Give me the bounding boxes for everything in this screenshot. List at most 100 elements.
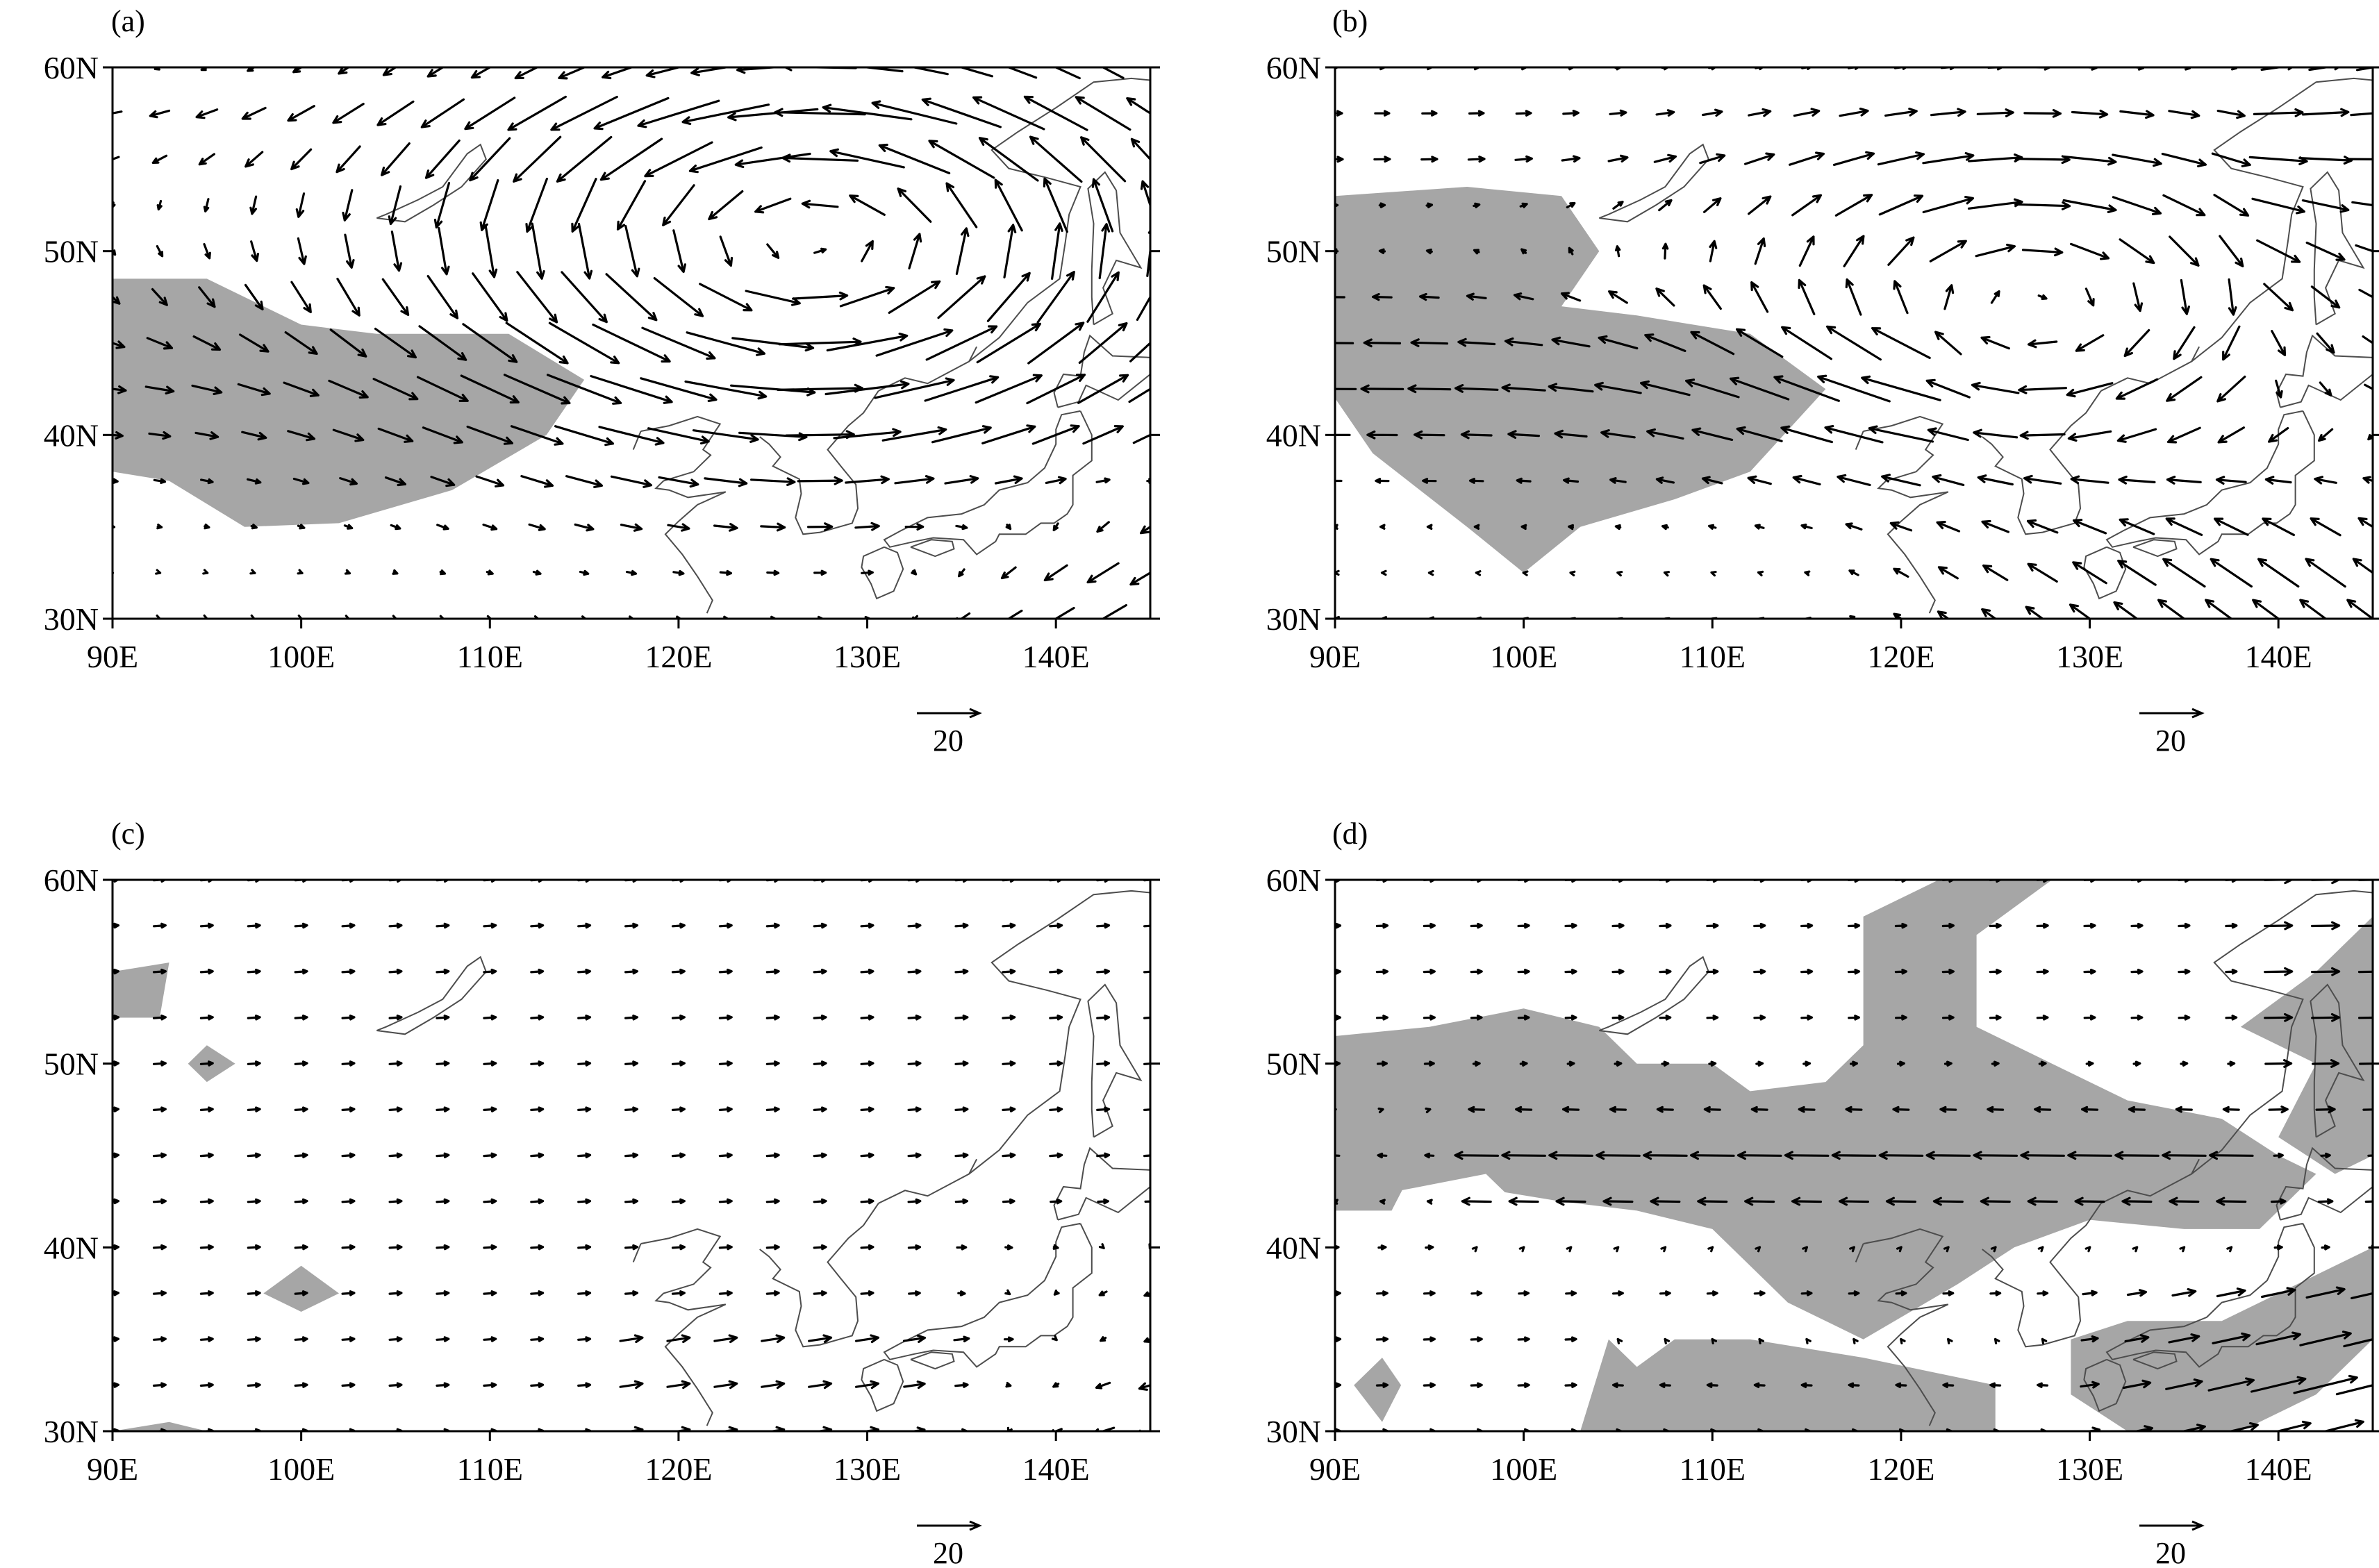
wind-arrow [1659,1290,1671,1296]
wind-arrow [1932,1196,1964,1206]
wind-arrow [1423,1015,1436,1021]
wind-arrow [341,1015,356,1021]
wind-arrow [341,1244,356,1251]
wind-arrow [1608,290,1628,304]
wind-arrow [199,968,214,975]
coastline-map [376,77,1150,614]
wind-arrow [113,110,123,115]
wind-arrow [1609,109,1627,117]
coastline [2310,171,2365,326]
wind-arrow [1470,1336,1483,1342]
wind-arrow [2180,1060,2189,1067]
wind-arrow [2069,603,2092,619]
wind-arrow [1376,1060,1388,1067]
wind-arrow [1659,969,1672,975]
wind-arrow [2075,334,2105,352]
wind-arrow [2036,969,2049,975]
wind-arrow [244,283,264,310]
wind-arrow [2225,1015,2238,1021]
wind-arrow [931,425,992,444]
wind-arrow [247,922,261,929]
wind-arrow [1568,247,1574,256]
wind-arrow [666,1334,691,1344]
wind-arrow [1410,338,1449,347]
wind-arrow [483,1152,497,1158]
wind-arrow [855,1334,879,1344]
wind-arrow [2132,282,2144,312]
wind-arrow [624,1198,638,1205]
wind-arrow [1614,1060,1623,1067]
wind-arrow [2070,242,2110,260]
wind-arrow [479,179,499,231]
wind-arrow [297,237,307,265]
wind-arrow [718,1290,733,1296]
wind-arrow [897,187,932,223]
wind-arrow [1414,430,1445,440]
wind-arrow [671,1106,686,1112]
wind-arrow [388,1382,403,1388]
wind-arrow [765,1152,780,1158]
wind-arrow [1473,524,1480,530]
wind-arrow [1514,155,1533,163]
axes: 90E 100E 110E 120E 130E 140E 30N 40N 50N 60N [1266,862,2379,1487]
wind-arrow [808,1334,833,1344]
wind-arrow [908,233,922,269]
wind-arrow [736,67,788,74]
x-tick-label: 120E [1867,639,1934,674]
wind-arrow [2085,1060,2094,1067]
wind-arrow [1335,1060,1341,1067]
wind-arrow [113,1198,119,1205]
wind-arrow [1758,1337,1764,1344]
wind-arrow [1002,1015,1016,1021]
wind-arrow [2084,287,2095,307]
wind-arrow [484,224,498,278]
wind-arrow [2248,156,2308,165]
wind-arrow [1335,969,1342,975]
shaded-region [1335,187,1826,573]
wind-arrow [750,477,796,486]
wind-arrow [719,235,733,267]
wind-arrow [1518,1246,1525,1253]
wind-arrow [624,1106,638,1112]
wind-arrow [1129,571,1150,586]
wind-arrow [1791,1196,1823,1206]
wind-arrow [1468,110,1485,117]
wind-arrow [894,475,935,485]
wind-arrow [2083,969,2096,975]
wind-arrow [637,99,720,128]
wind-arrow [294,1152,308,1158]
wind-arrow [719,569,732,576]
x-tick-label: 110E [1680,1451,1746,1487]
wind-arrow [1501,383,1546,393]
wind-arrow [1595,1151,1641,1160]
wind-arrow [954,1060,969,1067]
wind-arrow [641,326,716,360]
wind-arrow [2263,283,2294,312]
wind-arrow [238,333,270,353]
wind-arrow [1977,474,2014,486]
wind-arrow [731,337,815,352]
wind-arrow [1843,235,1865,267]
wind-arrow [624,1152,638,1158]
wind-arrow [153,478,167,484]
wind-arrow [2346,599,2373,619]
wind-arrow [1098,223,1111,280]
wind-arrow [1611,1015,1625,1021]
wind-arrow [294,922,308,929]
wind-arrow [1379,524,1386,530]
wind-arrow [1425,202,1434,208]
wind-arrow [2362,335,2373,344]
wind-arrow [483,1198,497,1205]
wind-arrow [2273,1244,2283,1251]
x-tick-label: 140E [2245,1451,2312,1487]
wind-arrow [1052,522,1059,531]
wind-arrow [871,100,958,125]
wind-arrow [1380,569,1387,576]
wind-arrow [2114,1151,2160,1160]
wind-arrow [1425,1107,1432,1114]
wind-arrow [1407,384,1452,394]
reference-vector: 20 [2139,1520,2205,1568]
wind-arrow [2162,194,2206,217]
wind-arrow [558,67,588,80]
coastline [2191,1158,2200,1174]
